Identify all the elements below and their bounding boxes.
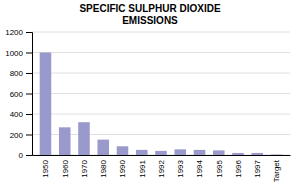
tick-label: 1993 bbox=[176, 159, 185, 177]
tick: 1960 bbox=[61, 159, 70, 177]
tick-label: 600 bbox=[10, 90, 24, 99]
tick-label: 1990 bbox=[118, 159, 127, 177]
tick-label: 1970 bbox=[80, 159, 89, 177]
tick: 1980 bbox=[99, 159, 108, 177]
tick: 1200 bbox=[5, 28, 32, 37]
axis-line bbox=[26, 33, 33, 156]
tick-label: Target bbox=[272, 159, 281, 182]
tick-label: 0 bbox=[19, 151, 24, 160]
chart: SPECIFIC SULPHUR DIOXIDEEMISSIONS 0 200 400… bbox=[0, 0, 300, 191]
tick-label: 1200 bbox=[5, 28, 23, 37]
bar bbox=[271, 154, 283, 155]
tick-label: 1991 bbox=[138, 159, 147, 177]
bar bbox=[174, 149, 186, 155]
bar bbox=[194, 150, 206, 155]
bar bbox=[97, 140, 109, 155]
tick-label: 1992 bbox=[157, 159, 166, 177]
bar bbox=[40, 53, 52, 156]
tick: 1991 bbox=[138, 159, 147, 177]
bar bbox=[59, 127, 71, 155]
bar bbox=[251, 153, 263, 155]
tick-label: 1996 bbox=[234, 159, 243, 177]
title-line: SPECIFIC SULPHUR DIOXIDE bbox=[79, 3, 220, 14]
grid-line bbox=[32, 93, 290, 94]
title: SPECIFIC SULPHUR DIOXIDEEMISSIONS bbox=[79, 3, 220, 26]
tick: 1993 bbox=[176, 159, 185, 177]
tick-mark bbox=[26, 135, 32, 136]
tick: 800 bbox=[10, 69, 32, 78]
axis-line bbox=[33, 155, 291, 156]
tick: 1996 bbox=[234, 159, 243, 177]
tick: 400 bbox=[10, 110, 32, 119]
grid-line bbox=[32, 114, 290, 115]
bar bbox=[213, 150, 225, 155]
tick-label: 200 bbox=[10, 131, 24, 140]
tick: 1994 bbox=[195, 159, 204, 177]
tick: 1000 bbox=[5, 49, 32, 58]
grid-line bbox=[32, 73, 290, 74]
tick-label: 1995 bbox=[215, 159, 224, 177]
tick: 1970 bbox=[80, 159, 89, 177]
tick-mark bbox=[26, 32, 32, 33]
tick-label: 1950 bbox=[41, 159, 50, 177]
grid-line bbox=[32, 134, 290, 135]
bar bbox=[117, 146, 129, 155]
plot: 0 200 400 600 800 1000 1200 1950 1960 1970 1980 199… bbox=[5, 28, 290, 182]
tick-label: 400 bbox=[10, 110, 24, 119]
grid bbox=[32, 32, 290, 155]
tick-mark bbox=[26, 155, 32, 156]
tick-label: 1000 bbox=[5, 49, 23, 58]
grid-line bbox=[32, 52, 290, 53]
tick-mark bbox=[26, 73, 32, 74]
tick: 1997 bbox=[253, 159, 262, 177]
bar bbox=[78, 122, 90, 155]
bar bbox=[136, 150, 148, 155]
tick: Target bbox=[272, 159, 281, 182]
tick: 1992 bbox=[157, 159, 166, 177]
tick: 200 bbox=[10, 131, 32, 140]
tick-mark bbox=[26, 94, 32, 95]
bars bbox=[40, 53, 283, 156]
tick-mark bbox=[26, 53, 32, 54]
grid-line bbox=[32, 32, 290, 33]
tick: 1995 bbox=[215, 159, 224, 177]
tick: 1990 bbox=[118, 159, 127, 177]
y-axis: 0 200 400 600 800 1000 1200 bbox=[5, 28, 32, 160]
tick: 1950 bbox=[41, 159, 50, 177]
tick-label: 1994 bbox=[195, 159, 204, 177]
tick: 0 bbox=[19, 151, 32, 160]
tick-label: 1960 bbox=[61, 159, 70, 177]
x-axis: 1950 1960 1970 1980 1990 1991 1992 1993 1994 1995… bbox=[33, 156, 291, 183]
bar bbox=[232, 153, 244, 155]
tick: 600 bbox=[10, 90, 32, 99]
tick-mark bbox=[26, 114, 32, 115]
tick-label: 1980 bbox=[99, 159, 108, 177]
tick-label: 1997 bbox=[253, 159, 262, 177]
title-line: EMISSIONS bbox=[122, 15, 178, 26]
tick-label: 800 bbox=[10, 69, 24, 78]
bar bbox=[155, 151, 167, 155]
